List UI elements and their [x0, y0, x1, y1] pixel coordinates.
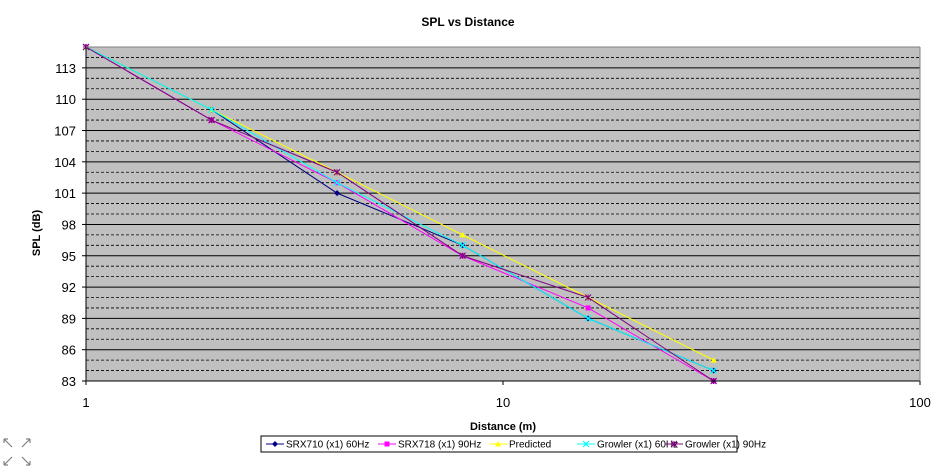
legend-label: Growler (x1) 60Hz: [597, 440, 678, 451]
legend-item: Growler (x1) 60Hz: [577, 440, 678, 451]
data-point: [384, 441, 390, 447]
chart-title: SPL vs Distance: [421, 15, 514, 29]
y-tick-label: 104: [54, 155, 76, 170]
data-point: [710, 367, 718, 374]
data-point: [334, 190, 341, 197]
x-tick-label: 10: [496, 395, 510, 410]
data-point: [582, 440, 590, 448]
data-point: [584, 314, 592, 322]
y-tick-label: 113: [55, 61, 76, 76]
y-tick-label: 83: [62, 374, 76, 389]
y-axis-title: SPL (dB): [31, 210, 43, 257]
legend: SRX710 (x1) 60Hz SRX718 (x1) 90Hz Predicte…: [260, 435, 766, 453]
y-tick-label: 95: [62, 249, 76, 264]
series-5: [82, 43, 718, 385]
data-point: [584, 294, 592, 301]
data-point: [495, 441, 501, 447]
data-point: [333, 168, 341, 176]
y-tick-label: 89: [62, 311, 76, 326]
legend-label: Predicted: [509, 440, 551, 451]
series-layer: [82, 43, 718, 385]
data-point: [208, 106, 215, 114]
data-point: [459, 241, 467, 249]
data-point: [208, 116, 215, 124]
legend-item: Growler (x1) 90Hz: [665, 440, 766, 451]
y-tick-label: 107: [54, 124, 76, 139]
x-axis-title: Distance (m): [470, 421, 536, 433]
legend-item: SRX718 (x1) 90Hz: [378, 440, 481, 451]
data-point: [710, 357, 717, 363]
data-point: [670, 440, 678, 448]
y-tick-label: 101: [54, 186, 76, 201]
y-tick-label: 98: [62, 217, 76, 232]
legend-item: Predicted: [489, 440, 551, 451]
y-tick-label: 86: [62, 343, 76, 358]
data-point: [272, 441, 278, 447]
legend-label: Growler (x1) 90Hz: [685, 440, 766, 451]
grid: [86, 57, 920, 371]
x-tick-label: 1: [82, 395, 89, 410]
legend-label: SRX718 (x1) 90Hz: [398, 440, 481, 451]
series-line: [85, 46, 714, 382]
data-point: [459, 231, 466, 238]
legend-label: SRX710 (x1) 60Hz: [286, 440, 369, 451]
expand-icon[interactable]: [3, 438, 31, 466]
x-tick-label: 100: [909, 395, 931, 410]
axes: [82, 46, 921, 385]
data-point: [459, 252, 466, 260]
data-point: [333, 179, 341, 187]
data-point: [585, 305, 591, 311]
y-tick-label: 110: [55, 92, 76, 107]
legend-item: SRX710 (x1) 60Hz: [266, 440, 369, 451]
y-tick-label: 92: [62, 280, 76, 295]
